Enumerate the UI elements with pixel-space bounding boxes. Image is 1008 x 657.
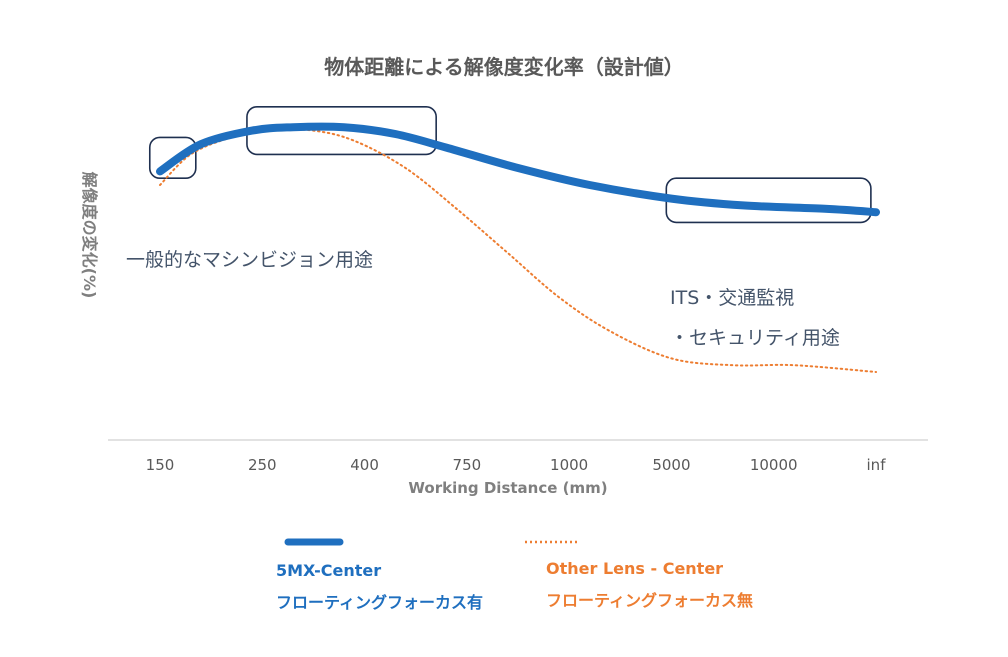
x-tick-labels: 150 250 400 750 1000 5000 10000 inf — [146, 456, 887, 474]
legend-label-other: Other Lens - Center — [546, 559, 723, 578]
x-tick-label: 150 — [146, 456, 175, 474]
x-tick-label: inf — [867, 456, 887, 474]
legend-sublabel-other: フローティングフォーカス無 — [546, 591, 753, 610]
x-axis-label: Working Distance (mm) — [408, 479, 607, 497]
x-tick-label: 5000 — [652, 456, 690, 474]
y-axis-label: 解像度の変化(%) — [80, 172, 99, 299]
x-tick-label: 1000 — [550, 456, 588, 474]
x-tick-label: 10000 — [750, 456, 798, 474]
x-tick-label: 750 — [453, 456, 482, 474]
x-tick-label: 250 — [248, 456, 277, 474]
series-line-5mx — [156, 122, 880, 217]
legend-label-5mx: 5MX-Center — [276, 561, 381, 580]
x-tick-label: 400 — [350, 456, 379, 474]
annotation-its: ITS・交通監視 — [670, 287, 794, 309]
series-layer — [156, 122, 880, 373]
legend: 5MX-Center フローティングフォーカス有 Other Lens - Ce… — [276, 538, 753, 612]
legend-sublabel-5mx: フローティングフォーカス有 — [276, 593, 483, 612]
highlight-boxes — [148, 106, 872, 224]
annotation-security: ・セキュリティ用途 — [670, 327, 840, 349]
chart-title: 物体距離による解像度変化率（設計値） — [324, 55, 683, 79]
annotation-machine-vision: 一般的なマシンビジョン用途 — [126, 249, 373, 271]
highlight-box — [148, 136, 197, 179]
